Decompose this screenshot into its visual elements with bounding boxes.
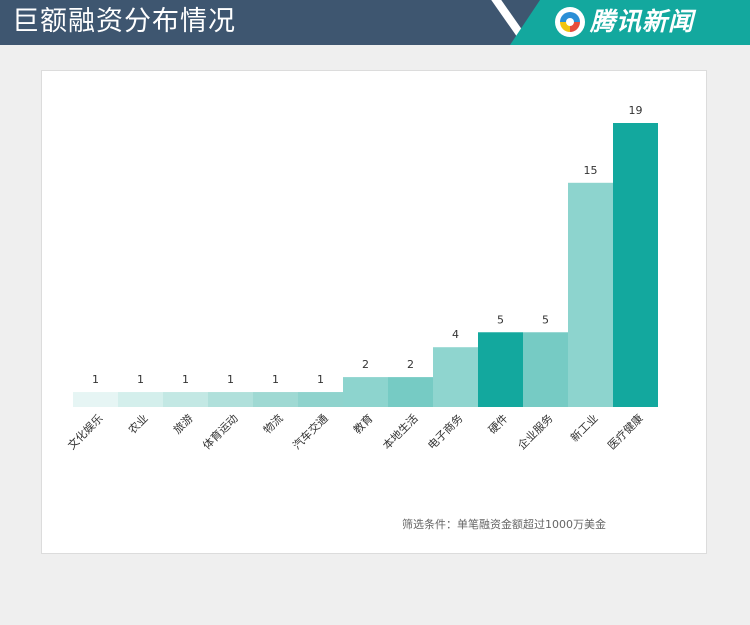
data-label: 4 xyxy=(452,328,459,341)
bar-3 xyxy=(163,392,208,407)
x-tick-label: 本地生活 xyxy=(380,411,421,452)
data-label: 15 xyxy=(584,164,598,177)
x-tick-label: 物流 xyxy=(260,411,285,436)
data-label: 1 xyxy=(92,373,99,386)
data-label: 1 xyxy=(227,373,234,386)
data-label: 2 xyxy=(407,358,414,371)
bar-11 xyxy=(523,332,568,407)
bar-2 xyxy=(118,392,163,407)
data-label: 1 xyxy=(272,373,279,386)
x-tick-label: 硬件 xyxy=(486,412,511,437)
data-label: 5 xyxy=(542,313,549,326)
x-tick-label: 文化娱乐 xyxy=(65,411,106,452)
bar-7 xyxy=(343,377,388,407)
chart-card: 1 文化娱乐 1 农业 1 旅游 1 体育运动 1 物流 1 汽车交通 2 教育 2 本地生活 4 电子商务 5 硬件… xyxy=(41,70,707,554)
chart-footnote: 筛选条件：单笔融资金额超过1000万美金 xyxy=(402,518,606,531)
data-label: 1 xyxy=(182,373,189,386)
bar-8 xyxy=(388,377,433,407)
bar-chart: 1 文化娱乐 1 农业 1 旅游 1 体育运动 1 物流 1 汽车交通 2 教育 2 本地生活 4 电子商务 5 硬件… xyxy=(65,104,658,452)
data-label: 2 xyxy=(362,358,369,371)
bar-4 xyxy=(208,392,253,407)
tencent-news-logo-icon xyxy=(555,7,585,37)
x-tick-label: 汽车交通 xyxy=(290,411,331,452)
x-tick-label: 旅游 xyxy=(170,411,195,436)
brand-name: 腾讯新闻 xyxy=(590,7,695,36)
x-tick-label: 体育运动 xyxy=(200,411,241,452)
data-label: 19 xyxy=(629,104,643,117)
header-bar: 巨额融资分布情况 腾讯新闻 xyxy=(0,0,750,45)
x-tick-label: 电子商务 xyxy=(425,411,466,452)
page-title: 巨额融资分布情况 xyxy=(12,6,236,37)
bar-6 xyxy=(298,392,343,407)
bar-12 xyxy=(568,182,613,407)
bar-1 xyxy=(73,392,118,407)
data-label: 1 xyxy=(317,373,324,386)
brand-logo: 腾讯新闻 xyxy=(510,0,750,45)
x-tick-label: 医疗健康 xyxy=(605,411,646,452)
x-tick-label: 农业 xyxy=(125,411,150,436)
x-tick-label: 新工业 xyxy=(567,411,600,444)
bar-10 xyxy=(478,332,523,407)
bar-9 xyxy=(433,347,478,407)
data-label: 1 xyxy=(137,373,144,386)
data-label: 5 xyxy=(497,313,504,326)
x-tick-label: 教育 xyxy=(350,411,375,436)
x-tick-label: 企业服务 xyxy=(515,411,556,452)
bar-13 xyxy=(613,123,658,407)
bar-5 xyxy=(253,392,298,407)
